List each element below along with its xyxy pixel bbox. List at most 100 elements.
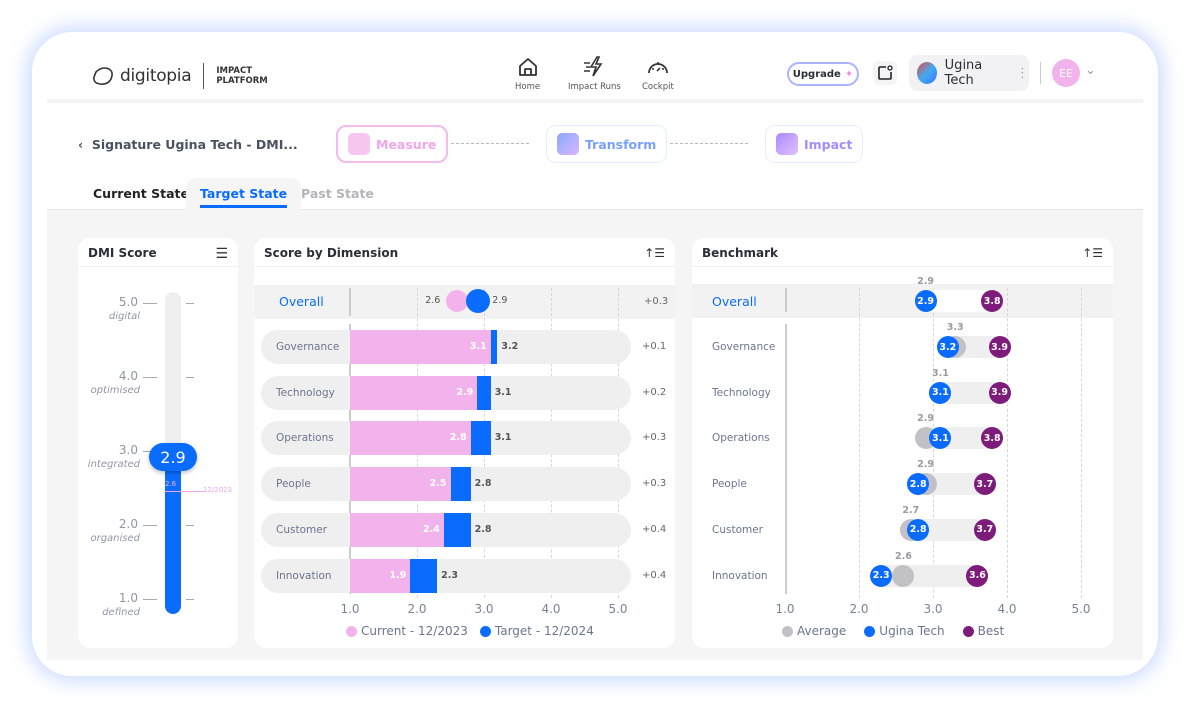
- nav-impact-runs[interactable]: Impact Runs: [568, 55, 621, 92]
- current-value-label: 3.1: [469, 341, 487, 352]
- range: [940, 381, 1000, 404]
- average-value-label: 2.9: [917, 459, 935, 471]
- nav-home[interactable]: Home: [515, 55, 540, 92]
- target-bar: [477, 375, 491, 410]
- company-dot: 3.1: [929, 381, 952, 404]
- avatar[interactable]: EE: [1052, 59, 1080, 87]
- category-label: Operations: [712, 432, 770, 445]
- tab-past-state[interactable]: Past State: [301, 186, 374, 201]
- tab-target-state[interactable]: Target State: [186, 178, 302, 210]
- x-tick-label: 1.0: [340, 602, 360, 616]
- upgrade-button[interactable]: Upgrade ✦: [787, 62, 859, 86]
- impact-icon: [776, 133, 798, 155]
- dmi-score-value: 2.9: [149, 443, 197, 472]
- tick-mark: [186, 377, 194, 378]
- legend-item[interactable]: Ugina Tech: [864, 624, 945, 638]
- legend-swatch: [962, 625, 974, 637]
- overall-current-label: 2.6: [425, 295, 441, 306]
- target-bar: [443, 512, 471, 547]
- legend-item[interactable]: Current - 12/2023: [346, 624, 468, 638]
- sort-icon[interactable]: ↑☰: [644, 246, 665, 260]
- x-tick-label: 5.0: [608, 602, 628, 616]
- axis-line: [785, 288, 787, 312]
- step-impact[interactable]: Impact: [765, 125, 864, 163]
- tick-mark: [143, 599, 157, 600]
- level-value: 2.0: [118, 517, 138, 531]
- chevron-left-icon: ‹: [78, 137, 92, 152]
- average-value-label: 3.1: [931, 367, 949, 379]
- legend-label: Target - 12/2024: [494, 624, 594, 638]
- overall-label[interactable]: Overall: [279, 294, 324, 309]
- org-logo: [917, 62, 937, 84]
- gridline: [1081, 288, 1082, 598]
- category-label: Customer: [276, 523, 328, 536]
- score-by-dimension-title: Score by Dimension: [264, 246, 399, 260]
- legend-item[interactable]: Average: [782, 624, 846, 638]
- legend-item[interactable]: Best: [962, 624, 1004, 638]
- overall-target-dot: [466, 289, 491, 313]
- lightning-icon: [584, 56, 603, 77]
- target-bar: [410, 558, 438, 593]
- category-label: People: [712, 478, 747, 491]
- more-vertical-icon[interactable]: ⋮: [1016, 65, 1029, 81]
- sort-icon[interactable]: ↑☰: [1082, 246, 1103, 260]
- x-tick-label: 4.0: [541, 602, 561, 616]
- tick-mark: [186, 599, 194, 600]
- legend-item[interactable]: Target - 12/2024: [479, 624, 594, 638]
- breadcrumb-label: Signature Ugina Tech - DMI...: [91, 137, 298, 152]
- current-value-label: 2.8: [449, 432, 467, 444]
- overall-average-value-label: 2.9: [917, 276, 935, 287]
- platform-label: IMPACT PLATFORM: [216, 66, 268, 86]
- logo-text: digitopia: [120, 66, 192, 86]
- category-label: Technology: [712, 386, 771, 399]
- overall-label[interactable]: Overall: [712, 294, 757, 309]
- axis-line: [349, 288, 351, 316]
- tick-mark: [186, 303, 194, 304]
- x-tick-label: 3.0: [923, 602, 943, 616]
- tab-current-state[interactable]: Current State: [93, 186, 189, 201]
- current-value-label: 1.9: [389, 569, 407, 581]
- category-label: Customer: [712, 523, 764, 536]
- category-label: Innovation: [276, 569, 332, 582]
- target-value-label: 2.8: [474, 478, 492, 490]
- logo[interactable]: digitopia IMPACT PLATFORM: [92, 63, 268, 89]
- current-value-label: 2.4: [422, 523, 440, 535]
- state-tabs: Current State Target State Past State: [47, 178, 1143, 210]
- menu-icon[interactable]: ☰: [215, 246, 228, 262]
- current-bar: [350, 558, 411, 593]
- gauge-icon: [648, 62, 668, 74]
- step-measure[interactable]: Measure: [336, 125, 449, 163]
- category-label: Innovation: [712, 569, 768, 582]
- overall-range: [925, 290, 993, 312]
- org-switcher[interactable]: Ugina Tech ⋮: [909, 55, 1029, 91]
- benchmark-title: Benchmark: [702, 246, 778, 260]
- target-value-label: 2.8: [474, 523, 492, 535]
- company-dot: 2.3: [870, 564, 893, 587]
- chevron-down-icon[interactable]: ⌄: [1085, 63, 1096, 78]
- best-dot: 3.6: [966, 564, 989, 587]
- legend-label: Current - 12/2023: [361, 624, 468, 638]
- tick-mark: [186, 525, 194, 526]
- axis-line: [349, 324, 351, 594]
- nav-cockpit-label: Cockpit: [642, 82, 674, 92]
- back-breadcrumb[interactable]: ‹ Signature Ugina Tech - DMI...: [78, 137, 298, 152]
- best-dot: 3.8: [981, 427, 1004, 450]
- dimension-row[interactable]: [261, 558, 631, 593]
- notification-button[interactable]: [873, 61, 897, 85]
- sparkle-icon: ✦: [844, 68, 854, 80]
- best-dot: 3.7: [973, 473, 996, 496]
- legend-swatch: [479, 625, 491, 637]
- nav-cockpit[interactable]: Cockpit: [642, 55, 674, 92]
- nav-home-label: Home: [515, 82, 541, 92]
- step-transform[interactable]: Transform: [546, 125, 668, 163]
- company-dot: 3.1: [929, 427, 952, 450]
- overall-best-dot: 3.8: [981, 290, 1004, 312]
- home-icon: [518, 58, 537, 76]
- target-bar: [450, 467, 471, 502]
- legend-label: Ugina Tech: [879, 624, 945, 638]
- category-label: Governance: [712, 341, 776, 353]
- target-value-label: 3.2: [501, 341, 519, 352]
- average-value-label: 3.3: [946, 322, 964, 333]
- level-value: 1.0: [118, 591, 138, 605]
- chart-legend: Current - 12/2023 Target - 12/2024: [346, 624, 594, 638]
